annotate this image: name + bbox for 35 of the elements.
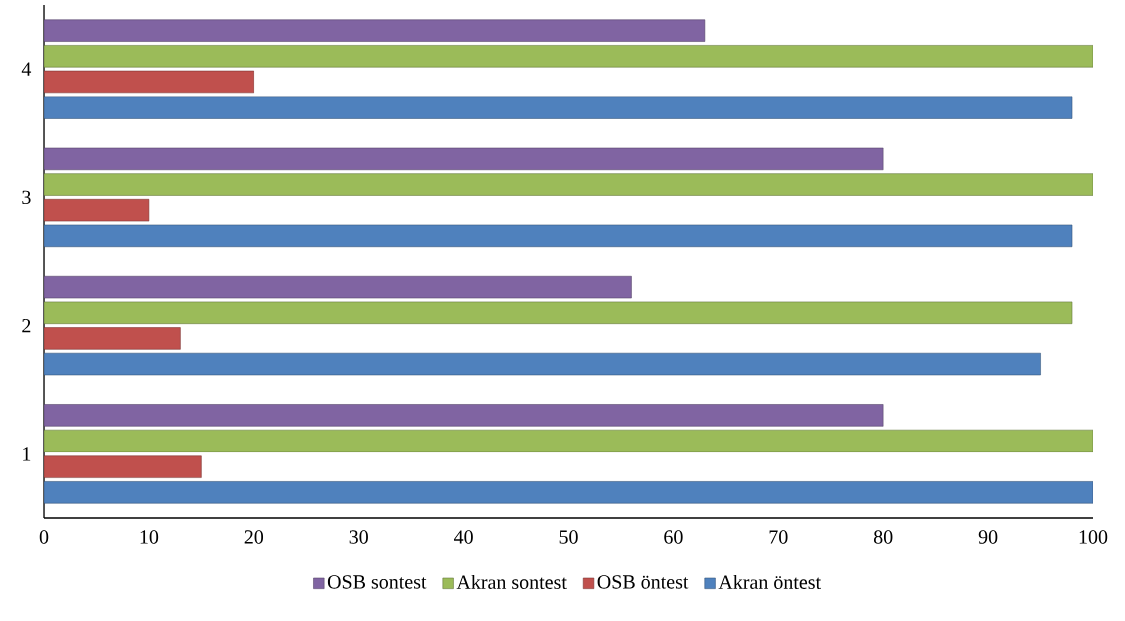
y-tick-label: 2 — [22, 319, 31, 333]
legend-label: Akran öntest — [718, 574, 821, 589]
legend-label: OSB öntest — [597, 575, 689, 589]
legend-label: Akran sontest — [456, 574, 567, 589]
bar — [44, 19, 706, 42]
bar — [44, 45, 1093, 68]
x-tick-label: 10 — [140, 530, 159, 544]
y-tick-label: 3 — [22, 190, 31, 205]
x-tick-label: 100 — [1079, 530, 1108, 544]
x-tick-label: 20 — [244, 530, 264, 544]
bar — [44, 96, 1073, 119]
bar — [44, 70, 255, 94]
bar — [44, 301, 1073, 324]
bar — [44, 429, 1093, 453]
x-tick-label: 0 — [39, 530, 49, 544]
bar — [44, 481, 1093, 504]
bar — [44, 275, 632, 299]
y-tick-label: 4 — [21, 62, 32, 76]
x-tick-label: 80 — [873, 530, 893, 544]
bar — [44, 199, 150, 222]
bar — [44, 147, 884, 171]
x-tick-label: 40 — [454, 530, 473, 544]
bar — [44, 404, 884, 427]
x-tick-label: 30 — [349, 530, 368, 544]
bar — [44, 327, 181, 350]
y-tick-label: 1 — [23, 447, 31, 461]
x-tick-label: 70 — [769, 530, 788, 544]
x-tick-label: 50 — [559, 530, 578, 544]
bar — [44, 173, 1093, 196]
bar — [44, 352, 1041, 376]
bar — [44, 224, 1073, 248]
bar — [44, 455, 202, 478]
legend-label: OSB sontest — [327, 575, 427, 589]
x-tick-label: 90 — [978, 530, 998, 544]
x-tick-label: 60 — [664, 530, 683, 544]
